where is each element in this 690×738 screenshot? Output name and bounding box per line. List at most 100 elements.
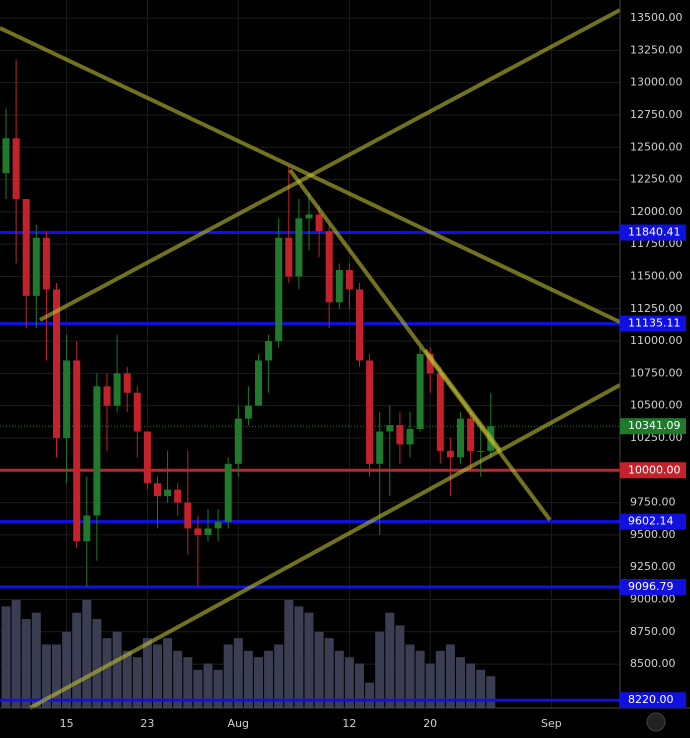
volume-bar xyxy=(365,682,375,708)
y-tick-label: 9500.00 xyxy=(630,528,676,541)
candle-body xyxy=(12,138,20,199)
candle-body xyxy=(174,489,182,503)
y-tick-label: 9250.00 xyxy=(630,560,676,573)
volume-bar xyxy=(355,663,364,708)
candle-body xyxy=(406,428,414,445)
candle-body xyxy=(164,489,172,497)
y-tick-label: 11000.00 xyxy=(630,334,683,347)
candle-body xyxy=(133,392,141,432)
volume-bar xyxy=(466,663,476,708)
candle-body xyxy=(356,289,363,361)
volume-pane xyxy=(1,600,496,708)
volume-bar xyxy=(274,644,284,708)
candle-body xyxy=(244,405,252,419)
x-tick-label: 23 xyxy=(140,717,154,730)
price-tag-label: 9096.79 xyxy=(628,580,674,593)
candle-body xyxy=(396,425,404,445)
y-tick-label: 12750.00 xyxy=(630,108,683,121)
price-tag xyxy=(620,578,686,595)
y-tick-label: 12250.00 xyxy=(630,173,683,186)
level-lines xyxy=(0,231,620,702)
y-tick-label: 10500.00 xyxy=(630,399,683,412)
price-tag-label: 9602.14 xyxy=(628,515,674,528)
candle-body xyxy=(295,218,303,277)
x-tick-label: Sep xyxy=(541,717,562,730)
candle-body xyxy=(103,386,111,406)
candle-body xyxy=(426,354,434,374)
candle-body xyxy=(214,521,222,529)
trend-line xyxy=(29,383,621,710)
candle-body xyxy=(42,237,50,290)
volume-bar xyxy=(132,657,142,708)
price-tag xyxy=(620,692,686,709)
y-tick-label: 13250.00 xyxy=(630,43,683,56)
volume-bar xyxy=(72,612,82,708)
price-tag-label: 11135.11 xyxy=(628,317,681,330)
volume-bar xyxy=(254,657,263,708)
candle-body xyxy=(325,231,333,303)
volume-bar xyxy=(92,619,102,708)
y-tick-label: 9000.00 xyxy=(630,592,676,605)
candle-body xyxy=(285,237,293,277)
volume-bar xyxy=(153,644,162,708)
volume-bar xyxy=(334,650,344,708)
candle-body xyxy=(143,431,151,484)
volume-bar xyxy=(213,669,223,708)
volume-bar xyxy=(223,644,233,708)
y-tick-label: 11250.00 xyxy=(630,302,683,315)
volume-bar xyxy=(284,600,294,708)
volume-bar xyxy=(163,638,173,708)
trend-line xyxy=(423,348,502,452)
volume-bar xyxy=(52,644,61,708)
trend-lines xyxy=(0,8,621,710)
candle-body xyxy=(123,373,131,393)
candle-body xyxy=(184,502,192,529)
candle-body xyxy=(366,360,374,464)
candle-body xyxy=(63,360,71,438)
volume-bar xyxy=(1,606,11,708)
volume-bar xyxy=(435,650,445,708)
price-tag xyxy=(620,315,686,332)
volume-bar xyxy=(445,644,455,708)
volume-bar xyxy=(41,644,51,708)
candle-body xyxy=(194,528,202,535)
candle-body xyxy=(204,528,212,535)
volume-bar xyxy=(243,650,253,708)
price-tag-label: 11840.41 xyxy=(628,226,681,239)
y-tick-label: 9750.00 xyxy=(630,496,676,509)
y-tick-label: 12500.00 xyxy=(630,140,683,153)
volume-bar xyxy=(102,638,112,708)
volume-bar xyxy=(62,631,72,708)
volume-bar xyxy=(173,650,183,708)
candle-body xyxy=(22,198,30,296)
trend-line xyxy=(39,8,621,322)
volume-bar xyxy=(122,650,132,708)
y-tick-label: 8500.00 xyxy=(630,657,676,670)
trend-line xyxy=(288,168,552,522)
candle-body xyxy=(376,431,384,464)
volume-bar xyxy=(375,631,385,708)
volume-bar xyxy=(264,650,274,708)
candle-body xyxy=(446,450,454,458)
volume-bar xyxy=(82,600,92,708)
candle-body xyxy=(436,373,444,451)
volume-bar xyxy=(314,631,324,708)
candle-body xyxy=(32,237,40,296)
axis-labels: 8500.00 8750.00 9000.00 9250.00 9500.00 9750.… xyxy=(60,11,683,730)
price-tag-label: 10000.00 xyxy=(628,463,681,476)
volume-bar xyxy=(203,663,213,708)
volume-bar xyxy=(324,638,334,708)
candle-body xyxy=(335,270,343,303)
candle-body xyxy=(416,354,424,429)
y-tick-label: 12000.00 xyxy=(630,205,683,218)
candle-body xyxy=(234,418,242,464)
y-tick-label: 13500.00 xyxy=(630,11,683,24)
candle-body xyxy=(345,270,353,290)
volume-bar xyxy=(142,638,152,708)
volume-bar xyxy=(486,676,496,708)
volume-bar xyxy=(11,600,21,708)
y-tick-label: 11500.00 xyxy=(630,269,683,282)
candle-body xyxy=(477,450,485,452)
